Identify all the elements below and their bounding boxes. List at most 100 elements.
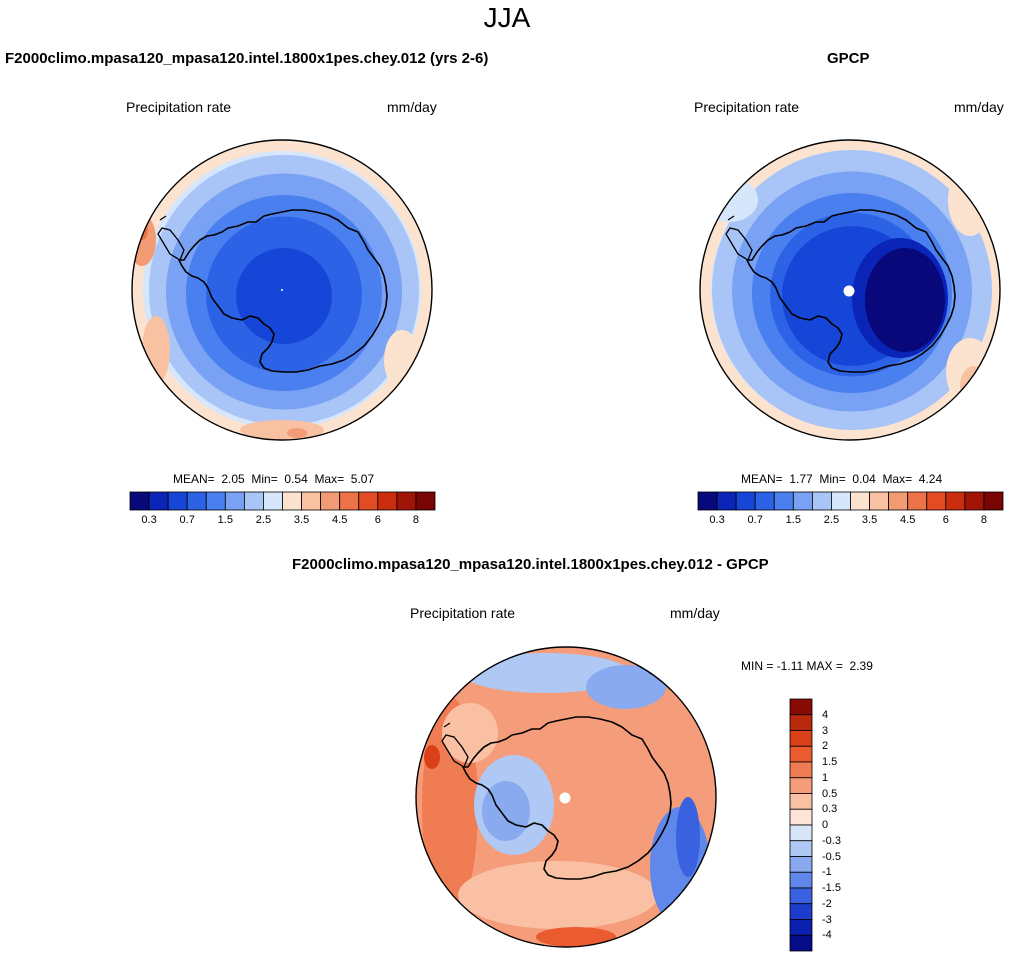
colorbar-swatch [129,491,150,511]
colorbar-tick-label: 0.3 [141,514,157,526]
colorbar-tick-label: -1 [822,866,832,879]
colorbar-swatch [148,491,169,511]
pole-marker [281,289,283,291]
colorbar-tick-label: 3.5 [861,514,878,526]
colorbar-swatch [926,491,947,511]
colorbar-swatch [811,491,832,511]
colorbar-swatch [789,745,813,763]
colorbar-tick-label: 2 [822,740,829,753]
colorbar-tick-label: 4.5 [900,514,916,526]
panel1-mean-value: 2.05 [221,472,245,486]
map-border [699,139,1001,441]
colorbar-swatch [224,491,245,511]
colorbar-tick-label: -0.3 [822,834,841,847]
colorbar-swatch [697,491,718,511]
colorbar-tick-label: 8 [412,514,419,526]
panel3-colorbar [789,698,813,952]
field-blob-4 [540,743,664,875]
colorbar-swatch [789,919,813,936]
panel3-min-value: -1.11 [776,659,804,673]
colorbar-swatch [186,491,207,511]
map-border [415,646,717,948]
colorbar-swatch [888,491,909,511]
colorbar-swatch [945,491,966,511]
panel1-left-label: Precipitation rate [126,99,232,115]
pole-marker [843,285,855,297]
panel2-colorbar [697,491,1004,511]
colorbar-tick-label: 2.5 [255,514,272,526]
colorbar-swatch [320,491,341,511]
panel1-min-value: 0.54 [284,472,308,486]
panel1-colorbar [129,491,436,511]
panel1-max-label: Max= [314,472,345,486]
field-blob-8 [676,797,700,877]
colorbar-tick-label: 0 [822,819,829,831]
panel2-mean-value: 1.77 [789,472,813,486]
colorbar-swatch [789,824,813,842]
colorbar-tick-label: -2 [822,897,832,910]
field-blob-1 [865,248,945,352]
colorbar-tick-label: 1.5 [785,514,801,526]
colorbar-tick-label: -3 [822,913,832,926]
colorbar-swatch [415,491,436,511]
colorbar-swatch [396,491,417,511]
colorbar-swatch [831,491,851,511]
colorbar-swatch [167,491,188,511]
colorbar-tick-label: 4 [822,708,829,721]
colorbar-swatch [983,491,1004,511]
field-contour-4 [236,248,332,344]
panel3-min-label: MIN = [741,659,774,673]
colorbar-swatch [869,491,890,511]
panel3-max-value: 2.39 [849,659,873,673]
panel1-stats: MEAN= 2.05 Min= 0.54 Max= 5.07 [173,472,374,486]
colorbar-swatch [789,856,813,873]
colorbar-tick-label: 0.5 [822,787,838,800]
panel2-units-label: mm/day [954,99,1004,115]
colorbar-swatch [735,491,756,511]
panel1-max-value: 5.07 [350,472,375,486]
colorbar-tick-label: 4.5 [332,514,348,526]
panel2-max-label: Max= [882,472,913,486]
colorbar-swatch [789,871,813,889]
map-field [132,140,432,440]
main-title: JJA [483,2,531,33]
colorbar-swatch [358,491,379,511]
colorbar-tick-label: 1 [822,771,829,784]
colorbar-tick-label: 0.7 [179,514,195,526]
panel3-max-label: MAX = [806,659,843,673]
field-blob-4 [960,366,988,406]
colorbar-swatch [243,491,264,511]
field-blob-5 [458,861,658,929]
map-field [700,140,1000,440]
colorbar-tick-label: 0.7 [747,514,763,526]
colorbar-swatch [789,934,813,952]
colorbar-swatch [263,491,283,511]
colorbar-swatch [377,491,398,511]
pole-marker [559,792,571,804]
colorbar-tick-label: -1.5 [822,882,841,894]
field-blob-6 [536,927,616,947]
panel2-left-label: Precipitation rate [694,99,800,115]
panel1-min-label: Min= [251,472,278,486]
panel1-colorbar-ticks: 0.3 0.7 1.5 2.5 3.5 4.5 6 8 [130,514,435,528]
panel2-min-value: 0.04 [852,472,876,486]
panel3-stats: MIN = -1.11 MAX = 2.39 [741,659,873,673]
colorbar-tick-label: 8 [980,514,987,526]
panel2-polar-map [699,139,1001,441]
colorbar-swatch [301,491,322,511]
panel1-polar-map [131,139,433,441]
colorbar-swatch [789,777,813,794]
colorbar-tick-label: 3 [822,724,829,737]
field-blob-1 [586,665,666,709]
panel3-polar-map [415,646,717,948]
map-border [131,139,433,441]
colorbar-swatch [789,730,813,747]
colorbar-swatch [754,491,775,511]
panel2-title: GPCP [827,50,870,67]
panel1-units-label: mm/day [387,99,437,115]
colorbar-tick-label: 0.3 [822,803,838,816]
colorbar-swatch [789,840,813,857]
panel1-title: F2000climo.mpasa120_mpasa120.intel.1800x… [5,50,489,67]
panel3-title: F2000climo.mpasa120_mpasa120.intel.1800x… [292,556,769,573]
colorbar-swatch [773,491,794,511]
